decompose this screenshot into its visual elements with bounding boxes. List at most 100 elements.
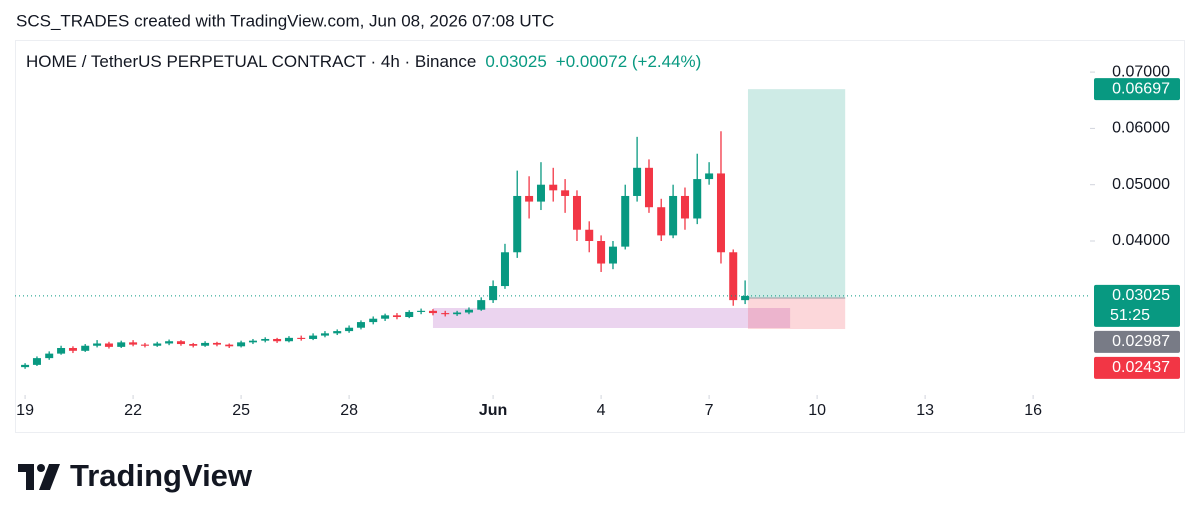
candle-body [513,195,522,253]
candle-body [549,184,558,191]
candle-body [237,342,246,347]
x-tick-label: 7 [705,402,714,419]
candle-body [81,345,90,351]
candle-body [297,337,306,339]
candle-body [140,344,149,346]
x-tick-label: 22 [124,402,142,419]
candle-body [392,315,401,318]
candle-body [464,309,473,313]
candle-body [669,195,678,236]
x-tick-label: 28 [340,402,358,419]
candle-body [525,195,534,202]
x-tick-label: 19 [16,402,34,419]
candle-body [716,173,725,253]
candle-body [428,310,437,314]
candle-body [500,252,509,287]
y-tick-label: 0.06000 [1112,120,1170,137]
candle-body [284,337,293,342]
candle-body [273,338,282,342]
candle-body [381,315,390,319]
zone [432,308,791,328]
price-label-text: 0.02437 [1112,359,1170,376]
candle-body [153,343,162,346]
candle-body [417,310,426,312]
y-tick-label: 0.07000 [1112,63,1170,80]
x-tick-label: Jun [479,402,507,419]
last-price: 0.03025 [485,52,546,71]
price-label-text: 0.03025 [1112,287,1170,304]
candle-body [536,184,545,202]
candle-body [693,179,702,219]
x-tick-label: 16 [1024,402,1042,419]
candle-body [405,311,414,318]
loss-zone [747,298,846,330]
price-label-text: 0.06697 [1112,80,1170,97]
candle-body [741,295,750,301]
candle-body [644,167,653,208]
candle-body [345,327,354,332]
symbol: HOME / TetherUS PERPETUAL CONTRACT · 4h … [26,52,476,71]
candle-body [201,342,210,346]
y-tick-label: 0.04000 [1112,232,1170,249]
candle-body [561,190,570,196]
change: +0.00072 (+2.44%) [556,52,702,71]
candle-body [68,347,77,351]
candle-body [248,340,257,343]
candle-body [212,342,221,345]
y-tick-label: 0.05000 [1112,176,1170,193]
x-tick-label: 13 [916,402,934,419]
candle-body [309,335,318,339]
candle-body [608,246,617,264]
candle-body [572,195,581,230]
logo: TradingView [18,458,253,493]
price-label [1094,284,1180,327]
x-tick-label: 25 [232,402,250,419]
candle-body [633,167,642,196]
chart-title: HOME / TetherUS PERPETUAL CONTRACT · 4h … [26,52,701,71]
candle-body [680,195,689,219]
brand: TradingView [70,458,253,493]
countdown: 51:25 [1110,307,1150,324]
candle-body [729,252,738,301]
price-label-text: 0.02987 [1112,333,1170,350]
plot: 0.07000 0.06000 0.05000 0.04000 19 22 25 28 Jun 4… [15,63,1180,419]
candle-body [261,338,270,341]
candle-body [45,353,54,359]
candle-body [176,341,185,345]
price-label [1094,356,1180,379]
candle-body [104,343,113,347]
candle-body [477,300,486,310]
candle-body [189,344,198,346]
candle-body [621,195,630,247]
candle-body [597,241,606,264]
candle-body [320,333,329,336]
candle-body [657,207,666,236]
candle-body [453,312,462,315]
candle-body [333,331,342,334]
candle-body [705,173,714,180]
candle-body [129,342,138,345]
candle-body [32,358,41,365]
price-label [1094,78,1180,101]
candle-body [489,286,498,301]
x-tick-label: 4 [597,402,606,419]
candle-body [57,347,66,354]
candle-body [441,313,450,315]
candle-body [165,341,174,344]
price-label [1094,330,1180,353]
candle-body [21,364,30,368]
candle-body [369,318,378,323]
candle-body [585,229,594,242]
logo-mark [18,464,34,490]
candle-body [225,344,234,347]
header: SCS_TRADES created with TradingView.com,… [16,11,554,30]
logo-dot [37,464,45,472]
profit-zone [747,89,846,299]
candle-body [93,343,102,346]
candle-body [117,342,126,347]
x-tick-label: 10 [808,402,826,419]
panel-border [15,40,1185,433]
candle-body [356,322,365,328]
logo-mark [39,464,60,490]
